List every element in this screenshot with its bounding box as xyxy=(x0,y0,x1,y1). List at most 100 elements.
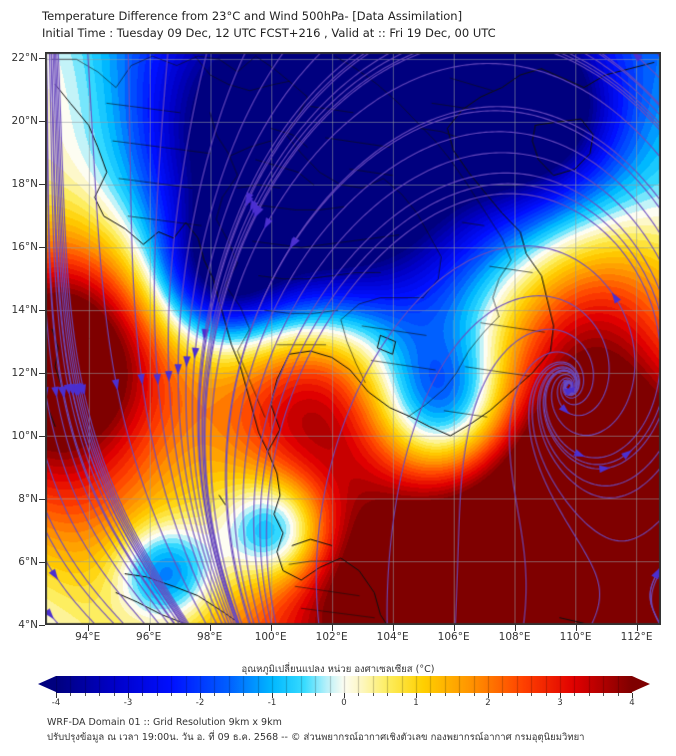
longitude-tick xyxy=(148,625,150,631)
colorbar-extend-max-icon xyxy=(632,676,650,692)
latitude-tick xyxy=(39,562,45,564)
longitude-tick-label: 104°E xyxy=(376,631,409,643)
latitude-tick-label: 14°N xyxy=(11,304,38,317)
colorbar-major-tick xyxy=(344,693,345,698)
longitude-tick-label: 110°E xyxy=(559,631,592,643)
map-plot-area xyxy=(45,52,661,625)
colorbar-major-tick xyxy=(560,693,561,698)
colorbar-tick-label: 4 xyxy=(629,698,635,708)
longitude-tick xyxy=(514,625,516,631)
longitude-tick xyxy=(331,625,333,631)
longitude-tick-label: 98°E xyxy=(197,631,223,643)
colorbar-minor-tick xyxy=(156,693,158,696)
colorbar-tick-label: -2 xyxy=(195,698,205,708)
colorbar-minor-tick xyxy=(588,693,590,696)
colorbar-tick-label: 2 xyxy=(485,698,491,708)
latitude-tick-label: 16°N xyxy=(11,241,38,254)
colorbar-minor-tick xyxy=(300,693,302,696)
latitude-tick xyxy=(39,373,45,375)
latitude-tick xyxy=(39,247,45,249)
colorbar-minor-tick xyxy=(142,693,144,696)
colorbar-tick-label: 0 xyxy=(341,698,347,708)
colorbar-minor-tick xyxy=(603,693,605,696)
latitude-tick xyxy=(39,625,45,626)
colorbar-minor-tick xyxy=(243,693,245,696)
colorbar-major-tick xyxy=(200,693,201,698)
longitude-tick xyxy=(636,625,638,631)
latitude-tick-label: 6°N xyxy=(18,556,38,569)
title-line-2: Initial Time : Tuesday 09 Dec, 12 UTC FC… xyxy=(42,25,496,40)
colorbar-minor-tick xyxy=(315,693,317,696)
colorbar-minor-tick xyxy=(257,693,259,696)
colorbar-minor-tick xyxy=(214,693,216,696)
colorbar-minor-tick xyxy=(171,693,173,696)
latitude-tick-label: 12°N xyxy=(11,367,38,380)
longitude-tick-label: 106°E xyxy=(437,631,470,643)
colorbar-tick-label: -3 xyxy=(123,698,133,708)
colorbar-major-tick xyxy=(488,693,489,698)
colorbar-tick-label: -1 xyxy=(267,698,277,708)
latitude-tick xyxy=(39,121,45,123)
longitude-tick-label: 112°E xyxy=(620,631,653,643)
colorbar-minor-tick xyxy=(286,693,288,696)
colorbar-minor-tick xyxy=(574,693,576,696)
colorbar-minor-tick xyxy=(387,693,389,696)
latitude-tick-label: 20°N xyxy=(11,115,38,128)
colorbar-minor-tick xyxy=(84,693,86,696)
colorbar-major-tick xyxy=(56,693,57,698)
latitude-tick xyxy=(39,436,45,438)
colorbar-minor-tick xyxy=(473,693,475,696)
latitude-tick-label: 8°N xyxy=(18,493,38,506)
longitude-tick-label: 108°E xyxy=(498,631,531,643)
footer-line-2: ปรับปรุงข้อมูล ณ เวลา 19:00น. วัน อ. ที่… xyxy=(47,731,585,743)
longitude-tick-label: 96°E xyxy=(136,631,162,643)
colorbar-tick-label: 1 xyxy=(413,698,419,708)
longitude-tick xyxy=(87,625,89,631)
colorbar-major-tick xyxy=(272,693,273,698)
colorbar-minor-tick xyxy=(617,693,619,696)
colorbar-major-tick xyxy=(128,693,129,698)
colorbar-minor-tick xyxy=(444,693,446,696)
longitude-tick xyxy=(209,625,211,631)
latitude-tick-label: 4°N xyxy=(18,619,38,631)
colorbar-minor-tick xyxy=(185,693,187,696)
colorbar-title: อุณหภูมิเปลี่ยนแปลง หน่วย องศาเซลเซียส (… xyxy=(241,664,435,675)
colorbar-minor-tick xyxy=(329,693,331,696)
colorbar-minor-tick xyxy=(545,693,547,696)
longitude-tick-label: 94°E xyxy=(75,631,101,643)
latitude-axis: 22°N 20°N 18°N 16°N 14°N 12°N 10°N 8°N 6°N 4°N xyxy=(0,0,38,756)
colorbar-extend-min-icon xyxy=(38,676,56,692)
colorbar-minor-tick xyxy=(228,693,230,696)
footer-block: WRF-DA Domain 01 :: Grid Resolution 9km … xyxy=(47,716,657,745)
latitude-tick-label: 22°N xyxy=(11,52,38,65)
latitude-tick xyxy=(39,310,45,312)
colorbar-minor-tick xyxy=(531,693,533,696)
colorbar-tick-label: 3 xyxy=(557,698,563,708)
colorbar-tick-label: -4 xyxy=(51,698,61,708)
longitude-tick xyxy=(575,625,577,631)
colorbar-minor-tick xyxy=(401,693,403,696)
colorbar-minor-tick xyxy=(358,693,360,696)
colorbar-minor-tick xyxy=(113,693,115,696)
longitude-tick xyxy=(453,625,455,631)
latitude-tick-label: 10°N xyxy=(11,430,38,443)
colorbar-major-tick xyxy=(416,693,417,698)
latitude-tick-label: 18°N xyxy=(11,178,38,191)
colorbar-ticks: -4 -3 -2 -1 0 1 2 3 4 xyxy=(38,693,650,709)
colorbar-gradient xyxy=(56,676,632,693)
longitude-tick-label: 100°E xyxy=(254,631,287,643)
chart-title-block: Temperature Difference from 23°C and Win… xyxy=(42,8,642,41)
colorbar-minor-tick xyxy=(459,693,461,696)
colorbar-minor-tick xyxy=(516,693,518,696)
colorbar-minor-tick xyxy=(99,693,101,696)
longitude-tick-label: 102°E xyxy=(315,631,348,643)
colorbar-minor-tick xyxy=(502,693,504,696)
colorbar xyxy=(38,676,650,693)
latitude-tick xyxy=(39,58,45,60)
colorbar-minor-tick xyxy=(430,693,432,696)
temperature-difference-map xyxy=(46,53,660,624)
colorbar-minor-tick xyxy=(372,693,374,696)
footer-line-1: WRF-DA Domain 01 :: Grid Resolution 9km … xyxy=(47,717,282,728)
title-line-1: Temperature Difference from 23°C and Win… xyxy=(42,9,463,23)
colorbar-major-tick xyxy=(632,693,633,698)
